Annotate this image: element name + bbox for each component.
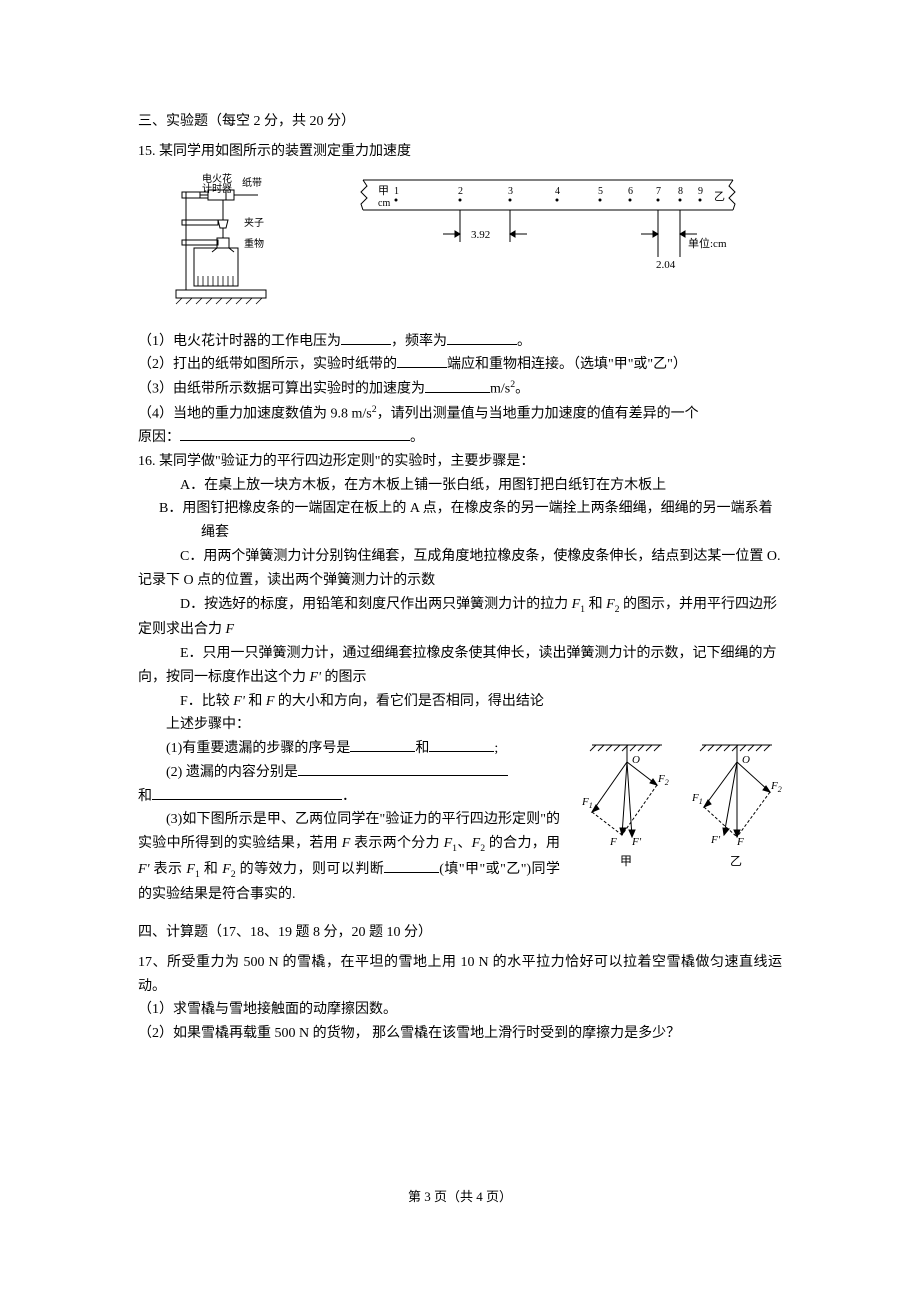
q17-stem: 17、所受重力为 500 N 的雪橇，在平坦的雪地上用 10 N 的水平拉力恰好… (138, 951, 782, 999)
q16-C: C．用两个弹簧测力计分别钩住绳套，互成角度地拉橡皮条，使橡皮条伸长，结点到达某一… (138, 545, 782, 593)
q15-p3: （3）由纸带所示数据可算出实验时的加速度为m/s2。 (138, 377, 782, 401)
blank[interactable] (397, 354, 447, 368)
svg-text:9: 9 (698, 186, 703, 197)
svg-text:甲: 甲 (378, 185, 389, 197)
svg-text:夹子: 夹子 (244, 216, 264, 229)
q16-A: A．在桌上放一块方木板，在方木板上铺一张白纸，用图钉把白纸钉在方木板上 (138, 474, 782, 498)
blank[interactable] (447, 331, 517, 345)
svg-text:3: 3 (508, 186, 513, 197)
q17-p1: （1）求雪橇与雪地接触面的动摩擦因数。 (138, 998, 782, 1022)
q16-s3: (3)如下图所示是甲、乙两位同学在"验证力的平行四边形定则"的实验中所得到的实验… (138, 808, 560, 906)
q15-stem: 15. 某同学用如图所示的装置测定重力加速度 (138, 140, 782, 164)
svg-text:F: F (609, 836, 617, 848)
blank[interactable] (152, 786, 342, 800)
svg-text:甲: 甲 (620, 854, 632, 868)
svg-text:4: 4 (555, 186, 560, 197)
blank[interactable] (298, 762, 508, 776)
svg-text:8: 8 (678, 186, 683, 197)
q15-p4: （4）当地的重力加速度数值为 9.8 m/s2，请列出测量值与当地重力加速度的值… (138, 402, 782, 426)
q16-steps-label: 上述步骤中： (138, 713, 782, 737)
svg-text:2.04: 2.04 (656, 259, 676, 271)
blank[interactable] (341, 331, 391, 345)
svg-text:F': F' (710, 834, 721, 846)
svg-text:6: 6 (628, 186, 633, 197)
svg-text:乙: 乙 (730, 854, 742, 868)
q16-s2: (2) 遗漏的内容分别是 (138, 761, 560, 785)
q16-force-diagrams: O F1 F2 F F' 甲 (572, 737, 782, 887)
q16-stem: 16. 某同学做"验证力的平行四边形定则"的实验时，主要步骤是： (138, 450, 782, 474)
svg-text:F': F' (631, 836, 642, 848)
q15-p4b: 原因：。 (138, 426, 782, 450)
svg-text:F2: F2 (770, 780, 782, 794)
svg-text:F1: F1 (691, 792, 703, 806)
svg-text:O: O (632, 754, 640, 766)
q16-E: E．只用一只弹簧测力计，通过细绳套拉橡皮条使其伸长，读出弹簧测力计的示数，记下细… (138, 642, 782, 690)
q15-tape-svg: 甲 cm 乙 1 2 3 4 5 6 7 8 9 (358, 172, 738, 282)
blank[interactable] (384, 859, 439, 873)
svg-text:5: 5 (598, 186, 603, 197)
svg-text:重物: 重物 (244, 237, 264, 250)
section4-title: 四、计算题（17、18、19 题 8 分，20 题 10 分） (138, 921, 782, 945)
q16-D: D．按选好的标度，用铅笔和刻度尺作出两只弹簧测力计的拉力 F1 和 F2 的图示… (138, 593, 782, 642)
svg-text:O: O (742, 754, 750, 766)
q16-F: F．比较 F' 和 F 的大小和方向，看它们是否相同，得出结论 (138, 690, 782, 714)
q15-p1: （1）电火花计时器的工作电压为，频率为。 (138, 330, 782, 354)
q15-figures: 电火花 计时器 纸带 夹子 重物 甲 cm 乙 1 2 3 (168, 172, 782, 312)
svg-text:单位:cm: 单位:cm (688, 236, 727, 250)
q16-B: B．用图钉把橡皮条的一端固定在板上的 A 点，在橡皮条的另一端拴上两条细绳，细绳… (159, 497, 782, 545)
svg-text:2: 2 (458, 186, 463, 197)
q15-p2: （2）打出的纸带如图所示，实验时纸带的端应和重物相连接。（选填"甲"或"乙"） (138, 353, 782, 377)
svg-text:cm: cm (378, 198, 390, 209)
q17-p2: （2）如果雪橇再载重 500 N 的货物， 那么雪橇在该雪地上滑行时受到的摩擦力… (138, 1022, 782, 1046)
svg-text:7: 7 (656, 186, 661, 197)
blank[interactable] (429, 738, 494, 752)
svg-text:乙: 乙 (714, 190, 725, 203)
svg-text:计时器: 计时器 (202, 182, 232, 195)
q16-s1: (1)有重要遗漏的步骤的序号是和; (138, 737, 560, 761)
svg-text:F: F (736, 836, 744, 848)
svg-text:F1: F1 (581, 796, 593, 810)
svg-text:3.92: 3.92 (471, 229, 490, 241)
blank[interactable] (350, 738, 415, 752)
blank[interactable] (180, 427, 410, 441)
q15-apparatus-svg: 电火花 计时器 纸带 夹子 重物 (168, 172, 328, 312)
blank[interactable] (425, 379, 490, 393)
section3-title: 三、实验题（每空 2 分，共 20 分） (138, 110, 782, 134)
q16-s2b: 和． (138, 785, 560, 809)
svg-text:1: 1 (394, 186, 399, 197)
svg-text:纸带: 纸带 (242, 176, 262, 189)
svg-text:F2: F2 (657, 773, 669, 787)
page-footer: 第 3 页（共 4 页） (138, 1186, 782, 1208)
